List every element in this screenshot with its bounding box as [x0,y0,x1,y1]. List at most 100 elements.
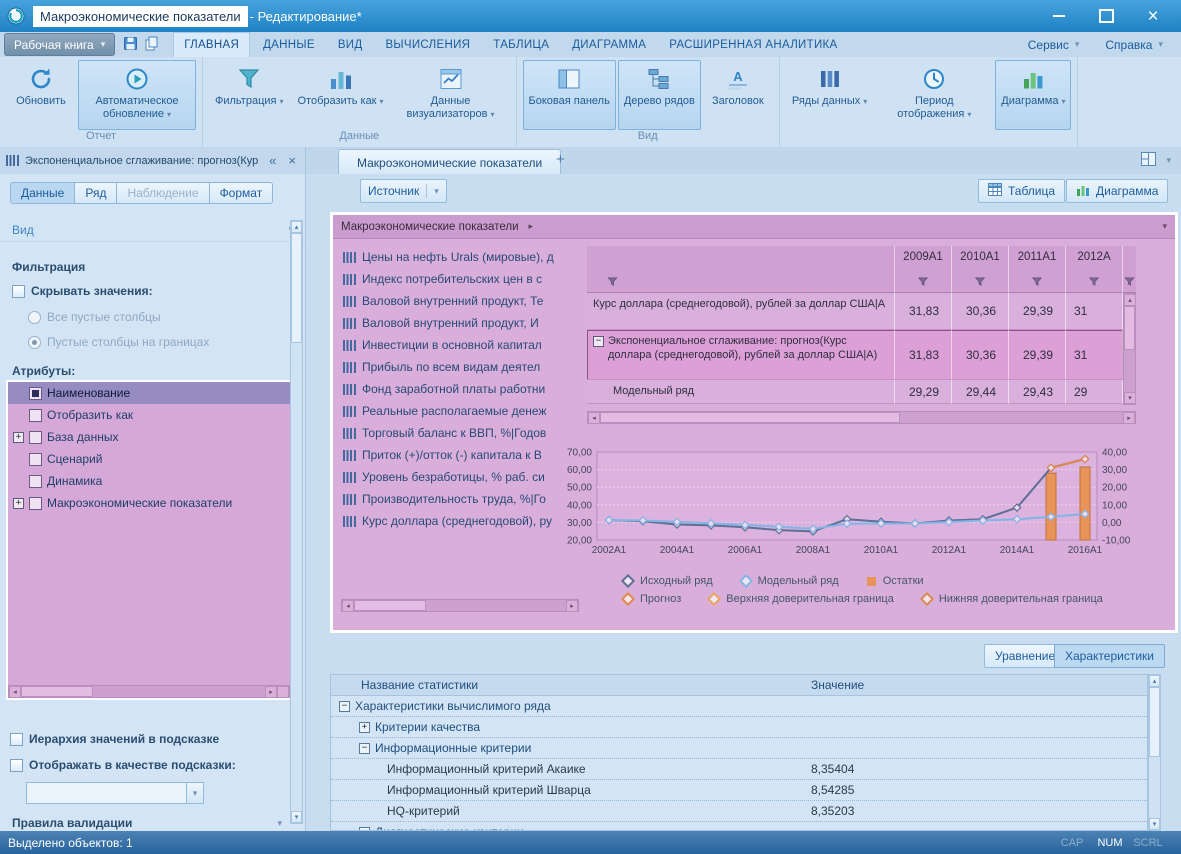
ribbon-button[interactable]: Ряды данных▾ [786,60,873,130]
document-tab[interactable]: Макроэкономические показатели [338,149,561,175]
table-column-header[interactable]: 2009A1 [895,246,952,293]
stats-row[interactable]: Информационный критерий Шварца8,54285 [331,780,1147,801]
table-row[interactable]: Модельный ряд29,2929,4429,4329 [587,380,1123,404]
chevron-down-icon[interactable]: ▾ [1162,221,1167,232]
series-list-item[interactable]: Инвестиции в основной капитал [343,334,581,356]
table-vertical-scrollbar[interactable]: ▴ ▾ [1123,246,1136,405]
scroll-up-icon[interactable]: ▴ [1149,675,1160,687]
collapse-panel-button[interactable]: « [266,153,279,168]
ribbon-tab[interactable]: ВЫЧИСЛЕНИЯ [375,32,480,57]
scrollbar-track[interactable] [291,233,302,811]
ribbon-tab[interactable]: ВИД [328,32,373,57]
tree-expander[interactable]: + [359,722,370,733]
characteristics-button[interactable]: Характеристики [1054,644,1165,668]
scrollbar-thumb[interactable] [1149,687,1160,757]
series-list-item[interactable]: Цены на нефть Urals (мировые), д [343,246,581,268]
show-as-tooltip-checkbox[interactable]: Отображать в качестве подсказки: [10,758,236,772]
ribbon-button[interactable]: Фильтрация▾ [209,60,290,130]
stats-row[interactable]: HQ-критерий8,35203 [331,801,1147,822]
table-cell[interactable]: 29,29 [895,380,952,404]
scroll-up-icon[interactable]: ▴ [1124,294,1136,306]
ribbon-button[interactable]: Дерево рядов [618,60,701,130]
table-cell[interactable]: 31 [1066,330,1123,380]
ribbon-tab[interactable]: ДАННЫЕ [253,32,325,57]
radio-icon[interactable] [28,311,41,324]
table-view-button[interactable]: Таблица [978,179,1065,203]
ribbon-button[interactable]: Диаграмма▾ [995,60,1071,130]
table-horizontal-scrollbar[interactable]: ◂ ▸ [587,411,1136,424]
expand-arrow-icon[interactable]: ▸ [529,221,534,232]
collapse-expander[interactable]: − [593,336,604,347]
panel-vertical-scrollbar[interactable]: ▴ ▾ [290,220,303,824]
radio-all-empty-columns[interactable]: Все пустые столбцы [28,310,161,324]
scrollbar-track[interactable] [21,686,265,697]
series-list-item[interactable]: Валовой внутренний продукт, Те [343,290,581,312]
tree-expander[interactable]: − [359,743,370,754]
section-validation-rules[interactable]: Правила валидации ▾ [12,816,282,830]
panel-tab[interactable]: Ряд [74,182,117,204]
scroll-down-icon[interactable]: ▾ [291,811,302,823]
scrollbar-track[interactable] [1149,687,1160,818]
series-list-item[interactable]: Производительность труда, %|Го [343,488,581,510]
ribbon-tab[interactable]: ДИАГРАММА [562,32,656,57]
scroll-down-icon[interactable]: ▾ [1124,392,1136,404]
stats-row[interactable]: Информационный критерий Акаике8,35404 [331,759,1147,780]
scroll-right-icon[interactable]: ▸ [566,600,578,612]
statistics-vertical-scrollbar[interactable]: ▴ ▾ [1148,674,1161,831]
scroll-right-icon[interactable]: ▸ [265,686,277,698]
attribute-item[interactable]: +Макроэкономические показатели [8,492,290,514]
stats-row[interactable]: −Характеристики вычислимого ряда [331,696,1147,717]
tree-expander[interactable]: + [13,432,24,443]
tree-expander[interactable]: + [13,498,24,509]
table-cell[interactable]: 30,36 [952,330,1009,380]
window-layout-icon[interactable] [1141,152,1156,169]
radio-empty-columns-borders[interactable]: Пустые столбцы на границах [28,335,209,349]
save-icon[interactable] [123,36,138,54]
service-menu[interactable]: Сервис▾ [1028,38,1080,52]
scroll-left-icon[interactable]: ◂ [588,412,600,424]
table-column-header[interactable]: 2010A1 [952,246,1009,293]
stats-row[interactable]: +Критерии качества [331,717,1147,738]
scroll-left-icon[interactable]: ◂ [342,600,354,612]
tree-expander[interactable]: − [339,701,350,712]
ribbon-tab[interactable]: РАСШИРЕННАЯ АНАЛИТИКА [659,32,847,57]
filter-funnel-icon[interactable] [1089,276,1100,287]
filter-funnel-icon[interactable] [1032,276,1043,287]
series-list-item[interactable]: Фонд заработной платы работни [343,378,581,400]
ribbon-button[interactable]: Обновить [6,60,76,130]
scrollbar-thumb[interactable] [354,600,426,611]
source-button[interactable]: Источник ▾ [360,179,447,203]
series-list-item[interactable]: Реальные располагаемые денеж [343,400,581,422]
table-row[interactable]: Курс доллара (среднегодовой), рублей за … [587,293,1123,330]
scroll-left-icon[interactable]: ◂ [9,686,21,698]
chevron-down-icon[interactable]: ▾ [186,783,203,803]
filter-funnel-icon[interactable] [1123,246,1136,293]
table-cell[interactable]: 31,83 [895,330,952,380]
attribute-checkbox[interactable] [29,497,42,510]
stats-row[interactable]: −Информационные критерии [331,738,1147,759]
combobox-field[interactable] [27,783,186,803]
close-button[interactable]: × [1139,5,1167,27]
attribute-item[interactable]: +Отобразить как [8,404,290,426]
table-cell[interactable]: 29,44 [952,380,1009,404]
close-panel-button[interactable]: × [285,153,299,168]
ribbon-tab[interactable]: ГЛАВНАЯ [173,32,250,57]
attribute-checkbox[interactable] [29,453,42,466]
ribbon-button[interactable]: Автоматическое обновление▾ [78,60,196,130]
series-list-item[interactable]: Уровень безработицы, % раб. си [343,466,581,488]
panel-tab[interactable]: Данные [10,182,75,204]
checkbox-icon[interactable] [12,285,25,298]
ribbon-button[interactable]: AЗаголовок [703,60,773,130]
attribute-checkbox[interactable] [29,431,42,444]
table-column-header[interactable]: 2011A1 [1009,246,1066,293]
workbook-menu-button[interactable]: Рабочая книга▾ [4,33,115,56]
ribbon-tab[interactable]: ТАБЛИЦА [483,32,559,57]
filter-funnel-icon[interactable] [975,276,986,287]
table-cell[interactable]: 29,43 [1009,380,1066,404]
attribute-item[interactable]: +База данных [8,426,290,448]
section-view[interactable]: Вид ▾ [0,218,305,242]
attribute-item[interactable]: +Наименование [8,382,290,404]
maximize-button[interactable] [1092,5,1120,27]
scrollbar-thumb[interactable] [291,233,302,343]
ribbon-button[interactable]: Период отображения▾ [875,60,993,130]
